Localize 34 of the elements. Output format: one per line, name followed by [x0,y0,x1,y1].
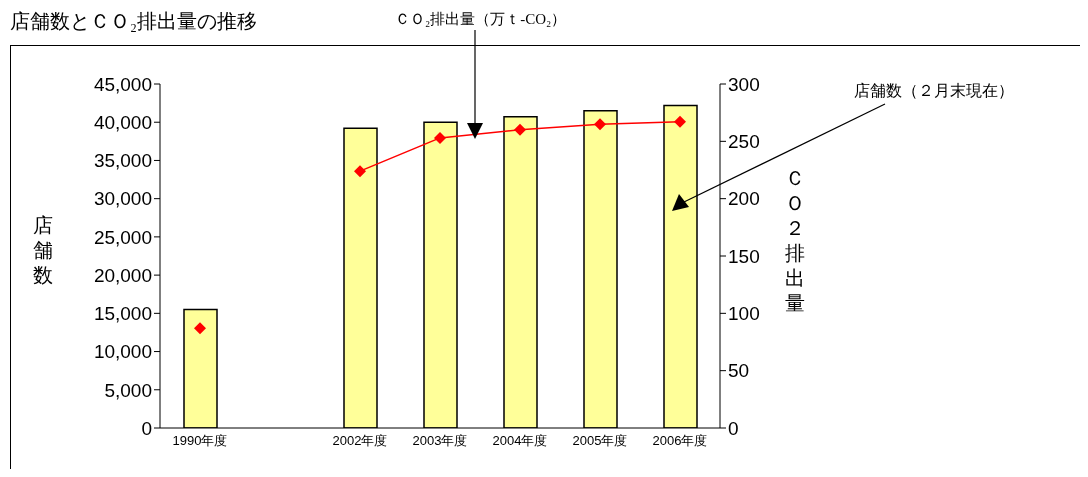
y2-tick-label: 50 [728,360,750,382]
point [194,322,206,335]
y2-tick-label: 150 [728,245,760,267]
y-tick-label: 10,000 [93,341,152,363]
x-tick-label: 2002年度 [332,433,388,449]
y2-axis-title: ＣＯ２排出量 [784,166,806,316]
y-tick-label: 5,000 [104,379,152,401]
y-axis-title: 店舗数 [32,213,54,288]
y2-tick-label: 250 [728,131,760,153]
point [434,131,446,144]
y-tick-label: 15,000 [93,303,152,325]
y-tick-label: 45,000 [93,73,152,95]
y-tick-label: 30,000 [93,188,152,210]
point [594,118,606,131]
y2-tick-label: 100 [728,303,760,325]
x-tick-label: 1990年度 [172,433,228,449]
x-tick-label: 2004年度 [492,433,548,449]
x-tick-label: 2003年度 [412,433,468,449]
text: 店舗数（２月末現在） [854,81,1014,101]
text: ＣＯ₂排出量（万ｔ-CO₂） [395,10,567,29]
y-tick-label: 20,000 [93,264,152,286]
chart-title: 店舗数とＣＯ₂排出量の推移 [10,9,257,34]
y2-tick-label: 200 [728,188,760,210]
point [514,123,526,136]
y-tick-label: 40,000 [93,111,152,133]
y-tick-label: 0 [141,417,152,439]
y2-tick-label: 0 [728,417,739,439]
point [674,115,686,128]
x-tick-label: 2005年度 [572,433,628,449]
x-tick-label: 2006年度 [652,433,708,449]
point [354,165,366,178]
y-tick-label: 35,000 [93,150,152,172]
y2-tick-label: 300 [728,73,760,95]
y-tick-label: 25,000 [93,226,152,248]
